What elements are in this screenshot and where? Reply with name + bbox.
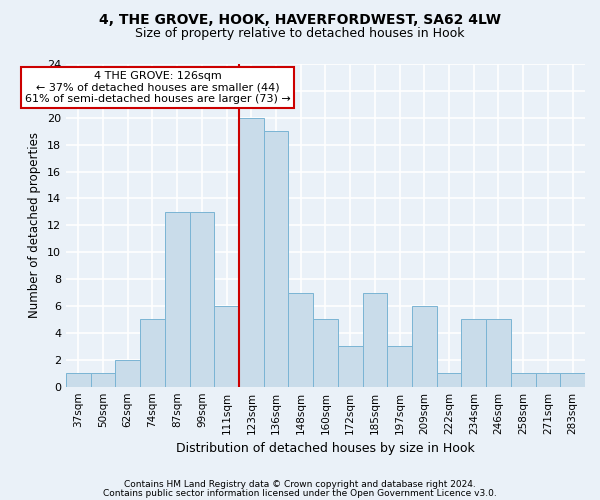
Bar <box>263 131 289 386</box>
Text: 4 THE GROVE: 126sqm
← 37% of detached houses are smaller (44)
61% of semi-detach: 4 THE GROVE: 126sqm ← 37% of detached ho… <box>25 70 290 104</box>
X-axis label: Distribution of detached houses by size in Hook: Distribution of detached houses by size … <box>176 442 475 455</box>
Text: 4, THE GROVE, HOOK, HAVERFORDWEST, SA62 4LW: 4, THE GROVE, HOOK, HAVERFORDWEST, SA62 … <box>99 12 501 26</box>
Bar <box>289 292 313 386</box>
Bar <box>461 320 486 386</box>
Bar <box>140 320 165 386</box>
Bar <box>91 373 115 386</box>
Text: Size of property relative to detached houses in Hook: Size of property relative to detached ho… <box>135 28 465 40</box>
Bar <box>387 346 412 387</box>
Bar <box>66 373 91 386</box>
Bar <box>560 373 585 386</box>
Bar <box>362 292 387 386</box>
Bar <box>214 306 239 386</box>
Bar <box>165 212 190 386</box>
Bar <box>115 360 140 386</box>
Text: Contains public sector information licensed under the Open Government Licence v3: Contains public sector information licen… <box>103 488 497 498</box>
Text: Contains HM Land Registry data © Crown copyright and database right 2024.: Contains HM Land Registry data © Crown c… <box>124 480 476 489</box>
Y-axis label: Number of detached properties: Number of detached properties <box>28 132 41 318</box>
Bar <box>412 306 437 386</box>
Bar <box>190 212 214 386</box>
Bar <box>239 118 263 386</box>
Bar <box>437 373 461 386</box>
Bar <box>313 320 338 386</box>
Bar <box>486 320 511 386</box>
Bar <box>511 373 536 386</box>
Bar <box>338 346 362 387</box>
Bar <box>536 373 560 386</box>
